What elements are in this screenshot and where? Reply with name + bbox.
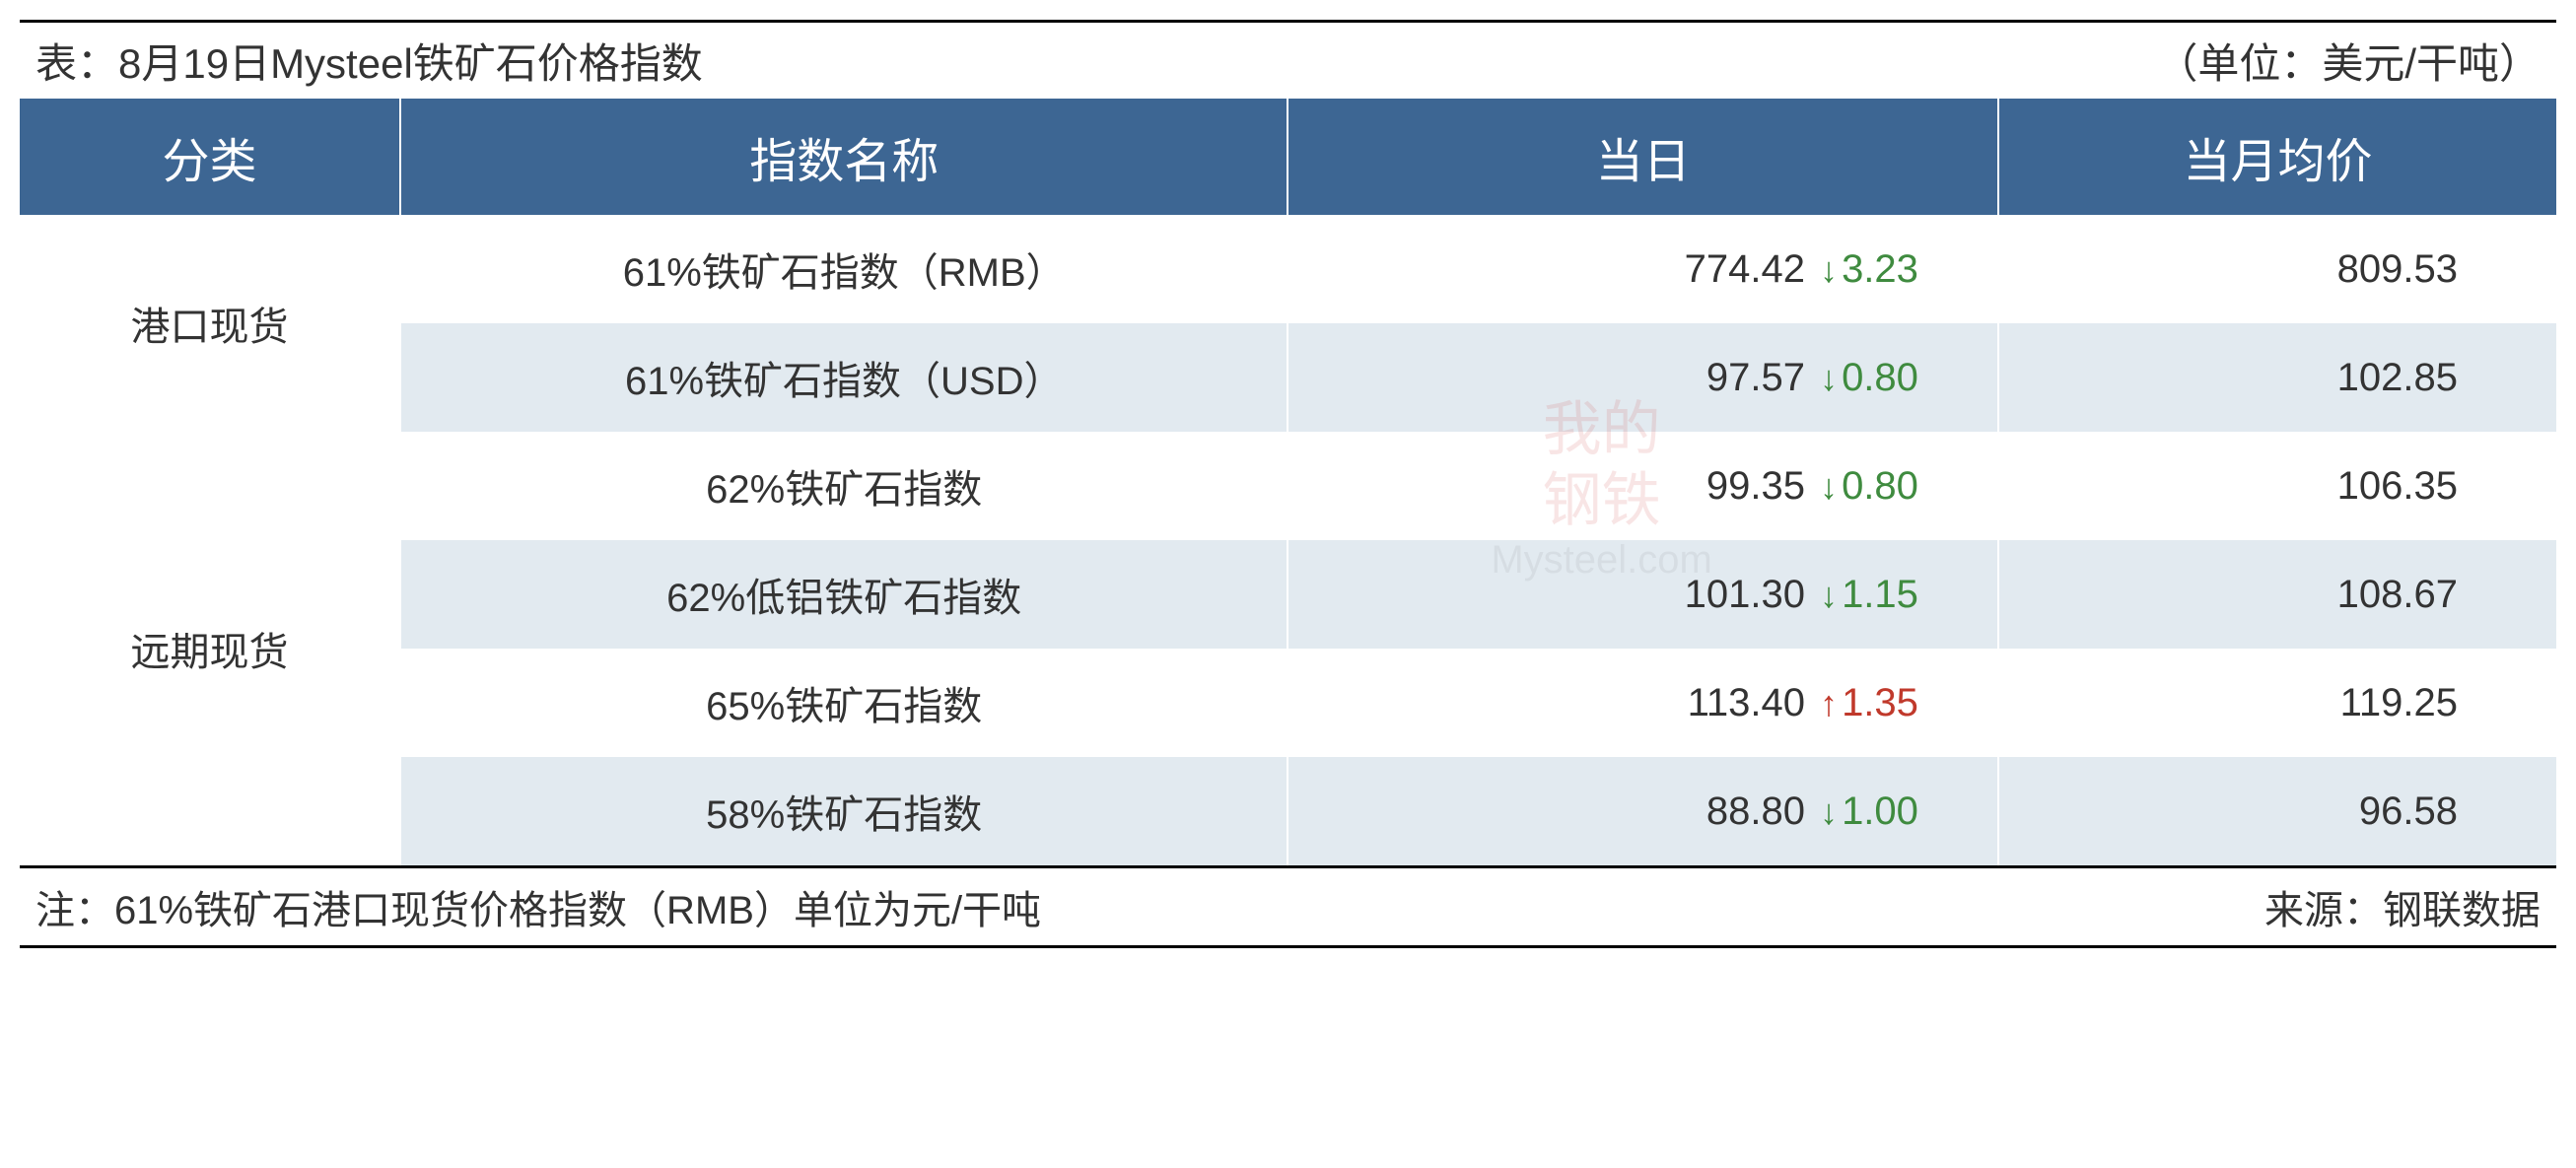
change-down: ↓1.15 xyxy=(1816,573,1918,616)
category-cell: 港口现货 xyxy=(20,215,400,432)
footer-source: 来源：钢联数据 xyxy=(2264,878,2541,935)
col-header-name: 指数名称 xyxy=(400,99,1288,215)
arrow-down-icon: ↓ xyxy=(1820,791,1838,832)
today-value-cell: 774.42 ↓3.23 xyxy=(1288,215,1997,323)
category-cell: 远期现货 xyxy=(20,432,400,865)
today-value-cell: 97.57 ↓0.80 xyxy=(1288,323,1997,432)
col-header-today: 当日 xyxy=(1288,99,1997,215)
change-down: ↓3.23 xyxy=(1816,247,1918,291)
month-avg-cell: 809.53 xyxy=(1998,215,2556,323)
change-value: 1.00 xyxy=(1842,790,1918,833)
month-avg-cell: 96.58 xyxy=(1998,757,2556,865)
change-down: ↓1.00 xyxy=(1816,790,1918,833)
today-value: 97.57 xyxy=(1706,356,1816,399)
change-down: ↓0.80 xyxy=(1816,464,1918,508)
month-avg-cell: 108.67 xyxy=(1998,540,2556,649)
price-index-table: 分类 指数名称 当日 当月均价 港口现货61%铁矿石指数（RMB）774.42 … xyxy=(20,99,2556,865)
today-value: 774.42 xyxy=(1685,247,1816,291)
arrow-up-icon: ↑ xyxy=(1820,683,1838,723)
table-unit: （单位：美元/干吨） xyxy=(2156,31,2541,91)
table-row: 港口现货61%铁矿石指数（RMB）774.42 ↓3.23809.53 xyxy=(20,215,2556,323)
change-up: ↑1.35 xyxy=(1816,681,1918,724)
change-value: 1.15 xyxy=(1842,573,1918,616)
price-index-table-container: 表：8月19日Mysteel铁矿石价格指数 （单位：美元/干吨） 分类 指数名称… xyxy=(20,20,2556,948)
table-header-row: 分类 指数名称 当日 当月均价 xyxy=(20,99,2556,215)
change-down: ↓0.80 xyxy=(1816,356,1918,399)
table-row: 58%铁矿石指数88.80 ↓1.0096.58 xyxy=(20,757,2556,865)
today-value: 88.80 xyxy=(1706,790,1816,833)
change-value: 0.80 xyxy=(1842,356,1918,399)
index-name-cell: 62%铁矿石指数 xyxy=(400,432,1288,540)
index-name-cell: 65%铁矿石指数 xyxy=(400,649,1288,757)
month-avg-cell: 106.35 xyxy=(1998,432,2556,540)
today-value-cell: 101.30 ↓1.15 xyxy=(1288,540,1997,649)
today-value-cell: 113.40 ↑1.35 xyxy=(1288,649,1997,757)
today-value-cell: 88.80 ↓1.00 xyxy=(1288,757,1997,865)
arrow-down-icon: ↓ xyxy=(1820,358,1838,398)
index-name-cell: 61%铁矿石指数（USD） xyxy=(400,323,1288,432)
table-row: 65%铁矿石指数113.40 ↑1.35119.25 xyxy=(20,649,2556,757)
arrow-down-icon: ↓ xyxy=(1820,249,1838,290)
today-value: 101.30 xyxy=(1685,573,1816,616)
arrow-down-icon: ↓ xyxy=(1820,575,1838,615)
index-name-cell: 61%铁矿石指数（RMB） xyxy=(400,215,1288,323)
table-body: 港口现货61%铁矿石指数（RMB）774.42 ↓3.23809.5361%铁矿… xyxy=(20,215,2556,865)
table-title-row: 表：8月19日Mysteel铁矿石价格指数 （单位：美元/干吨） xyxy=(20,20,2556,99)
table-row: 61%铁矿石指数（USD）97.57 ↓0.80102.85 xyxy=(20,323,2556,432)
index-name-cell: 58%铁矿石指数 xyxy=(400,757,1288,865)
table-row: 远期现货62%铁矿石指数99.35 ↓0.80106.35 xyxy=(20,432,2556,540)
today-value: 113.40 xyxy=(1688,681,1817,724)
table-title: 表：8月19日Mysteel铁矿石价格指数 xyxy=(35,31,703,91)
footer-note: 注：61%铁矿石港口现货价格指数（RMB）单位为元/干吨 xyxy=(35,878,1041,935)
index-name-cell: 62%低铝铁矿石指数 xyxy=(400,540,1288,649)
arrow-down-icon: ↓ xyxy=(1820,466,1838,507)
table-footer-row: 注：61%铁矿石港口现货价格指数（RMB）单位为元/干吨 来源：钢联数据 xyxy=(20,865,2556,948)
change-value: 0.80 xyxy=(1842,464,1918,508)
change-value: 3.23 xyxy=(1842,247,1918,291)
month-avg-cell: 119.25 xyxy=(1998,649,2556,757)
table-row: 62%低铝铁矿石指数101.30 ↓1.15108.67 xyxy=(20,540,2556,649)
month-avg-cell: 102.85 xyxy=(1998,323,2556,432)
col-header-month-avg: 当月均价 xyxy=(1998,99,2556,215)
col-header-category: 分类 xyxy=(20,99,400,215)
change-value: 1.35 xyxy=(1842,681,1918,724)
today-value: 99.35 xyxy=(1706,464,1816,508)
today-value-cell: 99.35 ↓0.80 xyxy=(1288,432,1997,540)
